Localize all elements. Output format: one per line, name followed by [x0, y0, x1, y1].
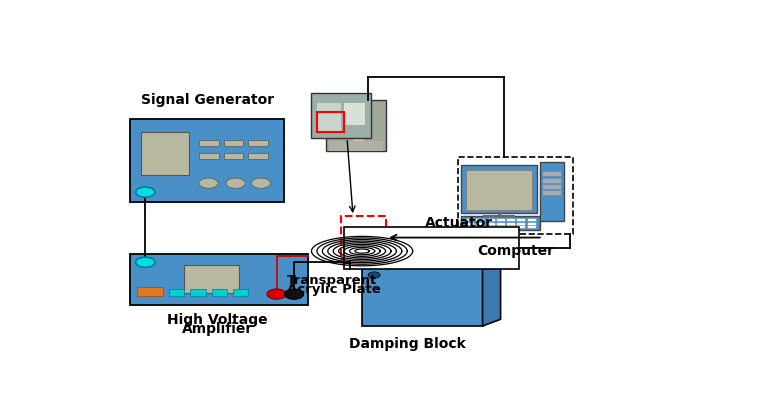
- Text: Actuator: Actuator: [425, 216, 493, 230]
- Text: Transparent: Transparent: [287, 274, 377, 287]
- FancyBboxPatch shape: [344, 104, 365, 126]
- FancyBboxPatch shape: [344, 228, 519, 269]
- FancyBboxPatch shape: [190, 290, 205, 296]
- FancyBboxPatch shape: [542, 186, 561, 190]
- FancyBboxPatch shape: [466, 171, 532, 210]
- Text: High Voltage: High Voltage: [167, 312, 268, 326]
- FancyBboxPatch shape: [486, 227, 495, 229]
- FancyBboxPatch shape: [249, 141, 267, 147]
- Circle shape: [136, 188, 155, 198]
- FancyBboxPatch shape: [466, 220, 474, 222]
- FancyBboxPatch shape: [169, 290, 184, 296]
- FancyBboxPatch shape: [528, 227, 535, 229]
- Text: Acrylic Plate: Acrylic Plate: [287, 282, 381, 295]
- FancyBboxPatch shape: [131, 119, 284, 202]
- FancyBboxPatch shape: [528, 220, 535, 222]
- FancyBboxPatch shape: [507, 227, 515, 229]
- FancyBboxPatch shape: [542, 173, 561, 177]
- FancyBboxPatch shape: [462, 216, 540, 231]
- FancyBboxPatch shape: [466, 223, 474, 225]
- FancyBboxPatch shape: [211, 290, 227, 296]
- Text: Amplifier: Amplifier: [182, 321, 253, 335]
- FancyBboxPatch shape: [507, 223, 515, 225]
- FancyBboxPatch shape: [131, 255, 308, 306]
- FancyBboxPatch shape: [224, 141, 243, 147]
- FancyBboxPatch shape: [507, 220, 515, 222]
- FancyBboxPatch shape: [497, 220, 505, 222]
- FancyBboxPatch shape: [497, 227, 505, 229]
- Circle shape: [251, 179, 270, 189]
- Circle shape: [226, 179, 246, 189]
- FancyBboxPatch shape: [466, 227, 474, 229]
- Circle shape: [199, 179, 218, 189]
- FancyBboxPatch shape: [362, 266, 483, 326]
- FancyBboxPatch shape: [352, 110, 365, 119]
- FancyBboxPatch shape: [517, 227, 525, 229]
- FancyBboxPatch shape: [497, 223, 505, 225]
- FancyBboxPatch shape: [528, 223, 535, 225]
- FancyBboxPatch shape: [476, 227, 484, 229]
- FancyBboxPatch shape: [542, 192, 561, 196]
- FancyBboxPatch shape: [486, 220, 495, 222]
- FancyBboxPatch shape: [540, 162, 564, 221]
- FancyBboxPatch shape: [462, 166, 537, 214]
- FancyBboxPatch shape: [224, 154, 243, 159]
- FancyBboxPatch shape: [317, 104, 341, 132]
- FancyBboxPatch shape: [232, 290, 248, 296]
- FancyBboxPatch shape: [486, 223, 495, 225]
- FancyBboxPatch shape: [542, 179, 561, 183]
- FancyBboxPatch shape: [184, 266, 239, 293]
- FancyBboxPatch shape: [476, 223, 484, 225]
- FancyBboxPatch shape: [329, 142, 383, 151]
- FancyBboxPatch shape: [200, 154, 219, 159]
- FancyBboxPatch shape: [200, 141, 219, 147]
- FancyBboxPatch shape: [517, 223, 525, 225]
- FancyBboxPatch shape: [353, 100, 364, 151]
- FancyBboxPatch shape: [326, 100, 386, 151]
- FancyBboxPatch shape: [311, 94, 371, 139]
- FancyBboxPatch shape: [249, 154, 267, 159]
- Circle shape: [136, 258, 155, 268]
- FancyBboxPatch shape: [138, 287, 162, 296]
- Circle shape: [284, 290, 304, 299]
- Polygon shape: [362, 259, 500, 266]
- Text: Computer: Computer: [477, 244, 554, 258]
- FancyBboxPatch shape: [517, 220, 525, 222]
- Polygon shape: [483, 259, 500, 326]
- FancyBboxPatch shape: [141, 132, 190, 175]
- Text: Signal Generator: Signal Generator: [141, 93, 274, 107]
- Circle shape: [267, 290, 286, 299]
- Text: Damping Block: Damping Block: [349, 336, 465, 350]
- Circle shape: [368, 272, 380, 278]
- FancyBboxPatch shape: [476, 220, 484, 222]
